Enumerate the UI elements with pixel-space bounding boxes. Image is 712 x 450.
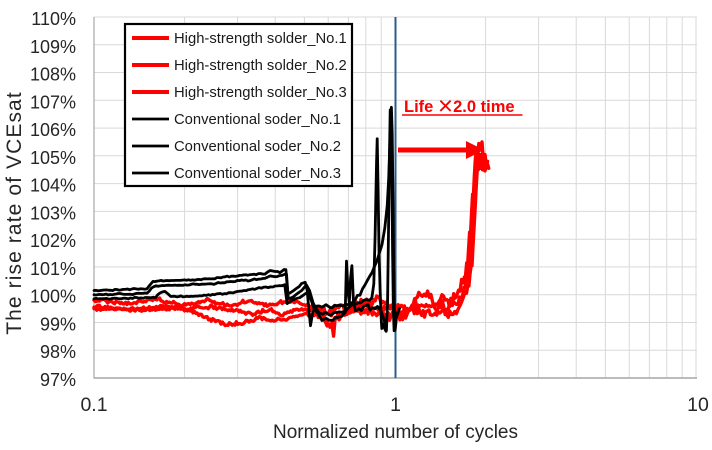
svg-text:Conventional soder_No.3: Conventional soder_No.3 <box>174 166 341 182</box>
svg-text:Normalized number of cycles: Normalized number of cycles <box>273 422 518 443</box>
svg-text:99%: 99% <box>40 315 76 335</box>
svg-text:101%: 101% <box>30 259 76 279</box>
svg-text:97%: 97% <box>40 370 76 390</box>
svg-text:98%: 98% <box>40 342 76 362</box>
svg-text:110%: 110% <box>31 9 76 29</box>
svg-text:High-strength solder_No.2: High-strength solder_No.2 <box>174 58 347 74</box>
svg-text:104%: 104% <box>30 176 76 196</box>
svg-text:103%: 103% <box>30 203 76 223</box>
svg-text:Conventional soder_No.2: Conventional soder_No.2 <box>174 139 341 155</box>
svg-text:High-strength solder_No.3: High-strength solder_No.3 <box>174 85 347 101</box>
svg-text:Conventional soder_No.1: Conventional soder_No.1 <box>174 112 341 128</box>
svg-text:High-strength solder_No.1: High-strength solder_No.1 <box>174 31 347 47</box>
svg-text:106%: 106% <box>30 120 76 140</box>
svg-text:107%: 107% <box>30 92 76 112</box>
svg-text:109%: 109% <box>30 37 76 57</box>
svg-text:102%: 102% <box>30 231 76 251</box>
svg-text:10: 10 <box>687 394 709 416</box>
svg-text:The rise rate of VCEsat: The rise rate of VCEsat <box>3 91 26 335</box>
svg-text:105%: 105% <box>30 148 76 168</box>
svg-text:0.1: 0.1 <box>80 394 107 416</box>
svg-text:1: 1 <box>390 394 401 416</box>
svg-text:100%: 100% <box>30 287 76 307</box>
svg-text:108%: 108% <box>30 65 76 85</box>
